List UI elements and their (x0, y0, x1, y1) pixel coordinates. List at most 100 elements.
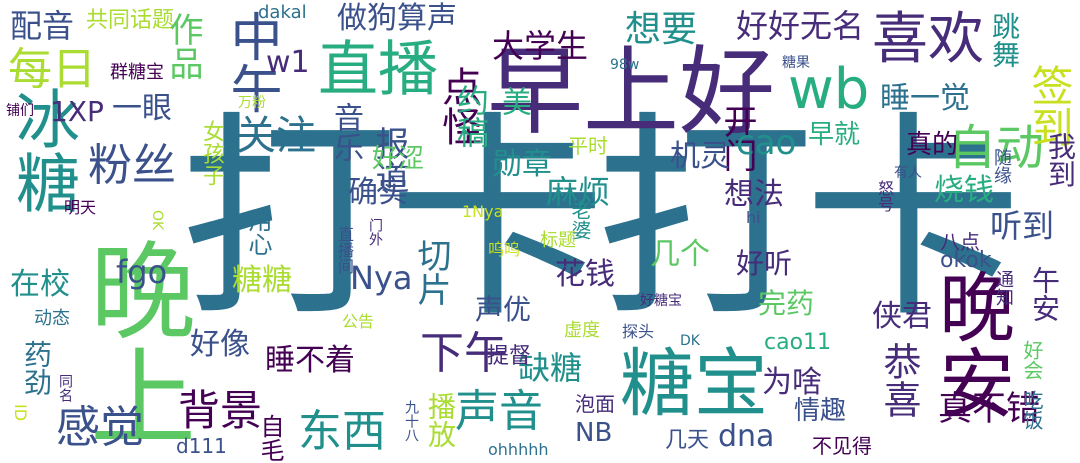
word: 缺糖 (518, 349, 583, 387)
word: Nya (350, 259, 413, 297)
word: 平时 (568, 134, 608, 158)
word: 共同话题 (86, 8, 175, 33)
word: wb (788, 57, 870, 122)
word: 九十八 (403, 400, 419, 442)
word: 情趣 (794, 396, 847, 426)
word: 晚上 (72, 236, 195, 448)
word: 标题 (540, 230, 576, 251)
word: 确实 (348, 175, 408, 210)
word: 吃饭 (1020, 390, 1044, 430)
word: 随缘 (991, 148, 1012, 184)
word: w1 (266, 45, 310, 80)
word: 不见得 (812, 434, 872, 458)
word: 自毛 (256, 414, 284, 462)
word: 直播间 (335, 226, 354, 274)
word: 大学生 (492, 27, 589, 65)
word: 约稿 (452, 84, 490, 148)
word: 粉丝 (88, 140, 176, 191)
word: 想要 (625, 9, 698, 50)
word: 关注 (236, 113, 316, 159)
word: 门外 (367, 218, 383, 246)
word: 糖宝 (620, 341, 768, 427)
word: 真不错 (938, 389, 1040, 429)
word: 午安 (1028, 266, 1061, 322)
word: dna (718, 419, 775, 454)
word: 药劲 (20, 340, 53, 396)
word: 通知 (993, 270, 1014, 306)
word: DK (680, 333, 700, 349)
word: 跳舞 (988, 12, 1021, 68)
word: 几天 (665, 428, 710, 453)
word: ID (11, 404, 30, 422)
word: 提督 (487, 344, 532, 369)
word: 群糖宝 (110, 62, 164, 83)
word: 好糖宝 (640, 293, 682, 309)
word: 麻烦 (546, 173, 611, 211)
word: 点怪 (435, 66, 481, 146)
word: 用心 (244, 208, 272, 256)
word: 为啥 (762, 365, 822, 400)
word: 睡不着 (265, 343, 355, 378)
word: 好好无名 (736, 7, 865, 45)
word: 铺们 (6, 103, 34, 119)
word: 东西 (298, 406, 386, 457)
word: 声优 (475, 293, 532, 326)
word: 冰糖 (5, 86, 79, 214)
word: 泡面 (575, 392, 615, 416)
word: 完药 (758, 287, 815, 320)
word: 播放 (424, 392, 457, 448)
word: NB (575, 418, 613, 448)
word: okok (940, 248, 992, 273)
word: hi (746, 208, 761, 227)
word: ohhhhh (488, 440, 549, 459)
word: 切片 (411, 238, 451, 306)
word: 八点 (940, 230, 980, 254)
word: 做狗算声 (337, 1, 457, 36)
word: 几个 (650, 237, 710, 272)
word: 好涩 (372, 144, 425, 174)
word: 机灵 (670, 139, 730, 174)
word: 喜欢 (872, 7, 984, 72)
word: 打卡打卡 (180, 94, 1022, 347)
word: 动态 (34, 308, 70, 329)
word: 美 (496, 86, 531, 116)
word: 配音 (10, 7, 75, 45)
word: 我到 (1044, 132, 1077, 188)
word: 侠君 (872, 299, 932, 334)
word: d111 (176, 434, 227, 458)
word: 万粉 (238, 95, 266, 111)
word: 1Nya (462, 202, 504, 221)
word: OK (149, 210, 165, 231)
word: 糖糖 (232, 263, 292, 298)
word: dakal (258, 2, 307, 23)
word: 每日 (8, 44, 96, 95)
word: 恭喜 (877, 342, 921, 418)
word: 在校 (10, 267, 70, 302)
word: 花钱 (555, 257, 615, 292)
word: 感觉 (56, 402, 144, 453)
word: 98w (610, 57, 640, 73)
word: 真的 (906, 130, 959, 160)
word: 虚度 (564, 320, 600, 341)
word: cao (736, 123, 797, 163)
word: fgo (116, 253, 168, 291)
word: 自动 (948, 120, 1045, 176)
word: 想法 (724, 177, 784, 212)
word: 同名 (57, 374, 73, 402)
word: 勋章 (492, 147, 552, 182)
word: 背景 (178, 386, 263, 435)
word: 好会 (1020, 340, 1044, 380)
word: 一眼 (112, 91, 172, 126)
word: 直播 (318, 35, 438, 105)
word: 老婆 (568, 200, 592, 240)
word: 有人 (894, 165, 922, 181)
word: 探头 (622, 322, 655, 341)
word: cao11 (764, 330, 832, 355)
word: 糖果 (782, 55, 810, 71)
word: 好像 (190, 327, 250, 362)
word: 公告 (342, 312, 375, 331)
word: 早就 (808, 120, 861, 150)
word: 报道 (369, 126, 409, 194)
word: 好听 (736, 247, 793, 280)
